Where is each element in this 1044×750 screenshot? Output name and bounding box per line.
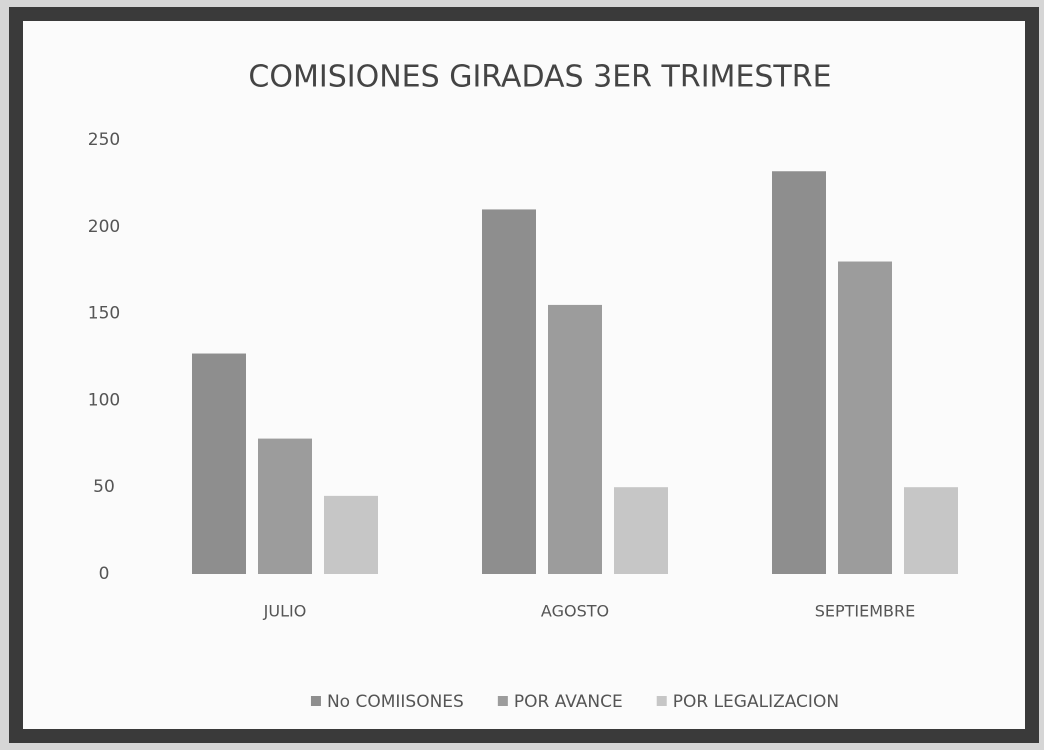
y-tick-label: 100 xyxy=(88,390,120,410)
legend-label: No COMIISONES xyxy=(327,692,464,712)
legend-label: POR LEGALIZACION xyxy=(673,692,839,712)
bar xyxy=(192,353,246,574)
bar xyxy=(614,487,668,574)
legend-label: POR AVANCE xyxy=(514,692,623,712)
y-tick-label: 250 xyxy=(88,130,120,150)
y-tick-label: 0 xyxy=(99,564,110,584)
legend-swatch xyxy=(497,696,508,706)
x-tick-label: SEPTIEMBRE xyxy=(815,602,916,621)
bar xyxy=(324,495,378,574)
bar xyxy=(548,304,602,574)
chart-title: COMISIONES GIRADAS 3ER TRIMESTRE xyxy=(248,60,831,95)
legend-swatch xyxy=(310,696,321,706)
x-tick-label: AGOSTO xyxy=(541,602,609,621)
bar xyxy=(838,261,892,574)
x-tick-label: JULIO xyxy=(263,602,307,621)
bar xyxy=(904,487,958,574)
y-tick-label: 50 xyxy=(93,477,115,497)
bar xyxy=(482,209,536,574)
bar xyxy=(258,438,312,574)
y-tick-label: 200 xyxy=(88,217,120,237)
y-tick-label: 150 xyxy=(88,304,120,324)
legend-swatch xyxy=(656,696,667,706)
bar xyxy=(772,171,826,575)
